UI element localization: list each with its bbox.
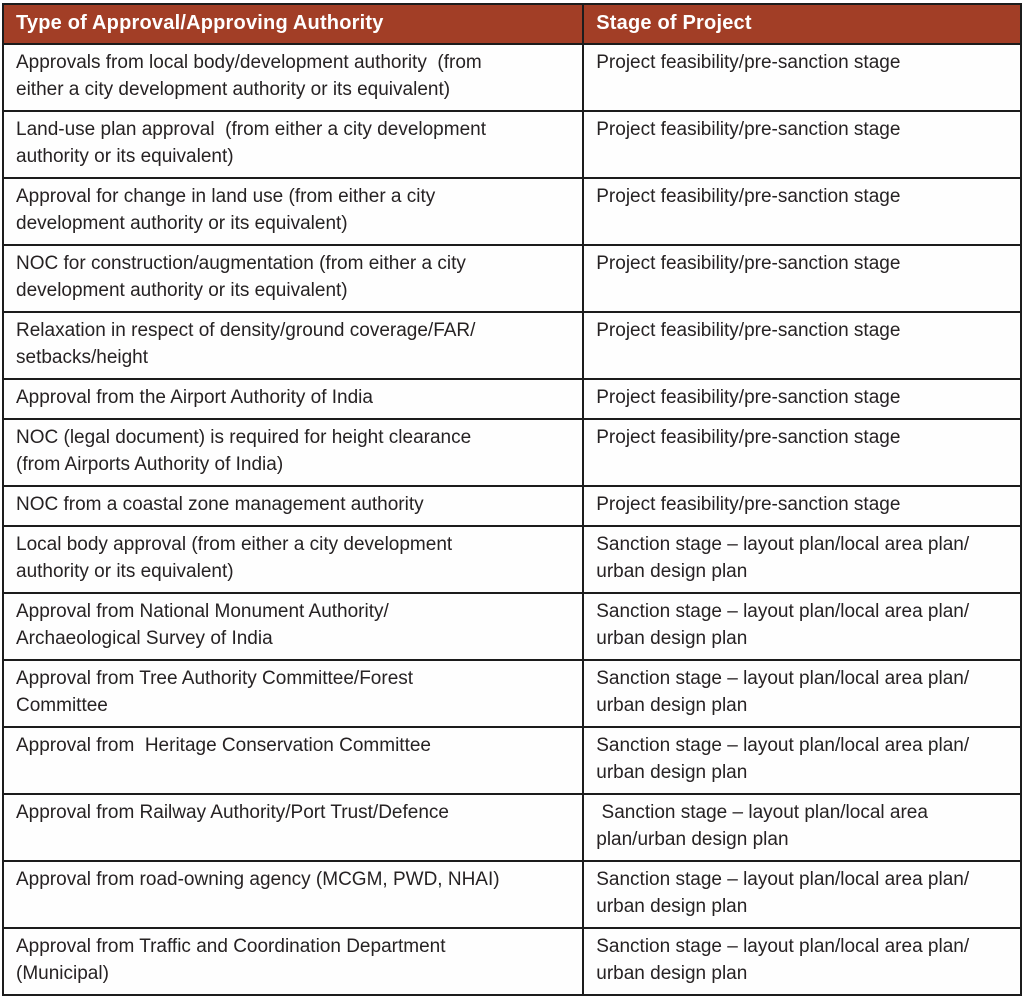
approval-cell: NOC for construction/augmentation (from …: [1, 244, 585, 313]
approval-cell: Approval from road-owning agency (MCGM, …: [1, 860, 585, 929]
stage-cell: Sanction stage – layout plan/local area …: [582, 927, 1022, 996]
table-row: Local body approval (from either a city …: [1, 525, 1022, 594]
stage-cell: Sanction stage – layout plan/local area …: [582, 592, 1022, 661]
stage-cell: Project feasibility/pre-sanction stage: [582, 110, 1022, 179]
table-row: Approval from Traffic and Coordination D…: [1, 927, 1022, 996]
stage-cell: Project feasibility/pre-sanction stage: [582, 418, 1022, 487]
table-row: Relaxation in respect of density/ground …: [1, 311, 1022, 380]
stage-cell: Project feasibility/pre-sanction stage: [582, 177, 1022, 246]
approval-cell: Approval from Heritage Conservation Comm…: [1, 726, 585, 795]
document-page: Type of Approval/Approving Authority Sta…: [1, 3, 1022, 996]
table-row: Land-use plan approval (from either a ci…: [1, 110, 1022, 179]
stage-cell: Project feasibility/pre-sanction stage: [582, 378, 1022, 420]
approvals-table: Type of Approval/Approving Authority Sta…: [1, 3, 1022, 996]
column-header-stage-of-project: Stage of Project: [582, 3, 1022, 45]
approval-cell: NOC from a coastal zone management autho…: [1, 485, 585, 527]
table-header-row: Type of Approval/Approving Authority Sta…: [1, 3, 1022, 45]
table-row: Approval from Tree Authority Committee/F…: [1, 659, 1022, 728]
table-row: NOC (legal document) is required for hei…: [1, 418, 1022, 487]
stage-cell: Sanction stage – layout plan/local area …: [582, 860, 1022, 929]
approval-cell: Approval from Tree Authority Committee/F…: [1, 659, 585, 728]
approval-cell: Approval for change in land use (from ei…: [1, 177, 585, 246]
approval-cell: Approvals from local body/development au…: [1, 43, 585, 112]
table-row: Approval from National Monument Authorit…: [1, 592, 1022, 661]
stage-cell: Sanction stage – layout plan/local area …: [582, 659, 1022, 728]
table-row: Approval from the Airport Authority of I…: [1, 378, 1022, 420]
approval-cell: Local body approval (from either a city …: [1, 525, 585, 594]
stage-cell: Project feasibility/pre-sanction stage: [582, 485, 1022, 527]
stage-cell: Project feasibility/pre-sanction stage: [582, 311, 1022, 380]
approval-cell: Approval from Railway Authority/Port Tru…: [1, 793, 585, 862]
stage-cell: Project feasibility/pre-sanction stage: [582, 43, 1022, 112]
table-row: Approval from Heritage Conservation Comm…: [1, 726, 1022, 795]
table-row: Approval from road-owning agency (MCGM, …: [1, 860, 1022, 929]
approval-cell: Approval from the Airport Authority of I…: [1, 378, 585, 420]
table-row: Approval from Railway Authority/Port Tru…: [1, 793, 1022, 862]
table-row: NOC for construction/augmentation (from …: [1, 244, 1022, 313]
approval-cell: Land-use plan approval (from either a ci…: [1, 110, 585, 179]
approval-cell: Approval from Traffic and Coordination D…: [1, 927, 585, 996]
approval-cell: Approval from National Monument Authorit…: [1, 592, 585, 661]
table-row: NOC from a coastal zone management autho…: [1, 485, 1022, 527]
table-row: Approvals from local body/development au…: [1, 43, 1022, 112]
table-row: Approval for change in land use (from ei…: [1, 177, 1022, 246]
approval-cell: NOC (legal document) is required for hei…: [1, 418, 585, 487]
approval-cell: Relaxation in respect of density/ground …: [1, 311, 585, 380]
stage-cell: Sanction stage – layout plan/local area …: [582, 793, 1022, 862]
column-header-approval-authority: Type of Approval/Approving Authority: [1, 3, 585, 45]
stage-cell: Project feasibility/pre-sanction stage: [582, 244, 1022, 313]
stage-cell: Sanction stage – layout plan/local area …: [582, 525, 1022, 594]
stage-cell: Sanction stage – layout plan/local area …: [582, 726, 1022, 795]
